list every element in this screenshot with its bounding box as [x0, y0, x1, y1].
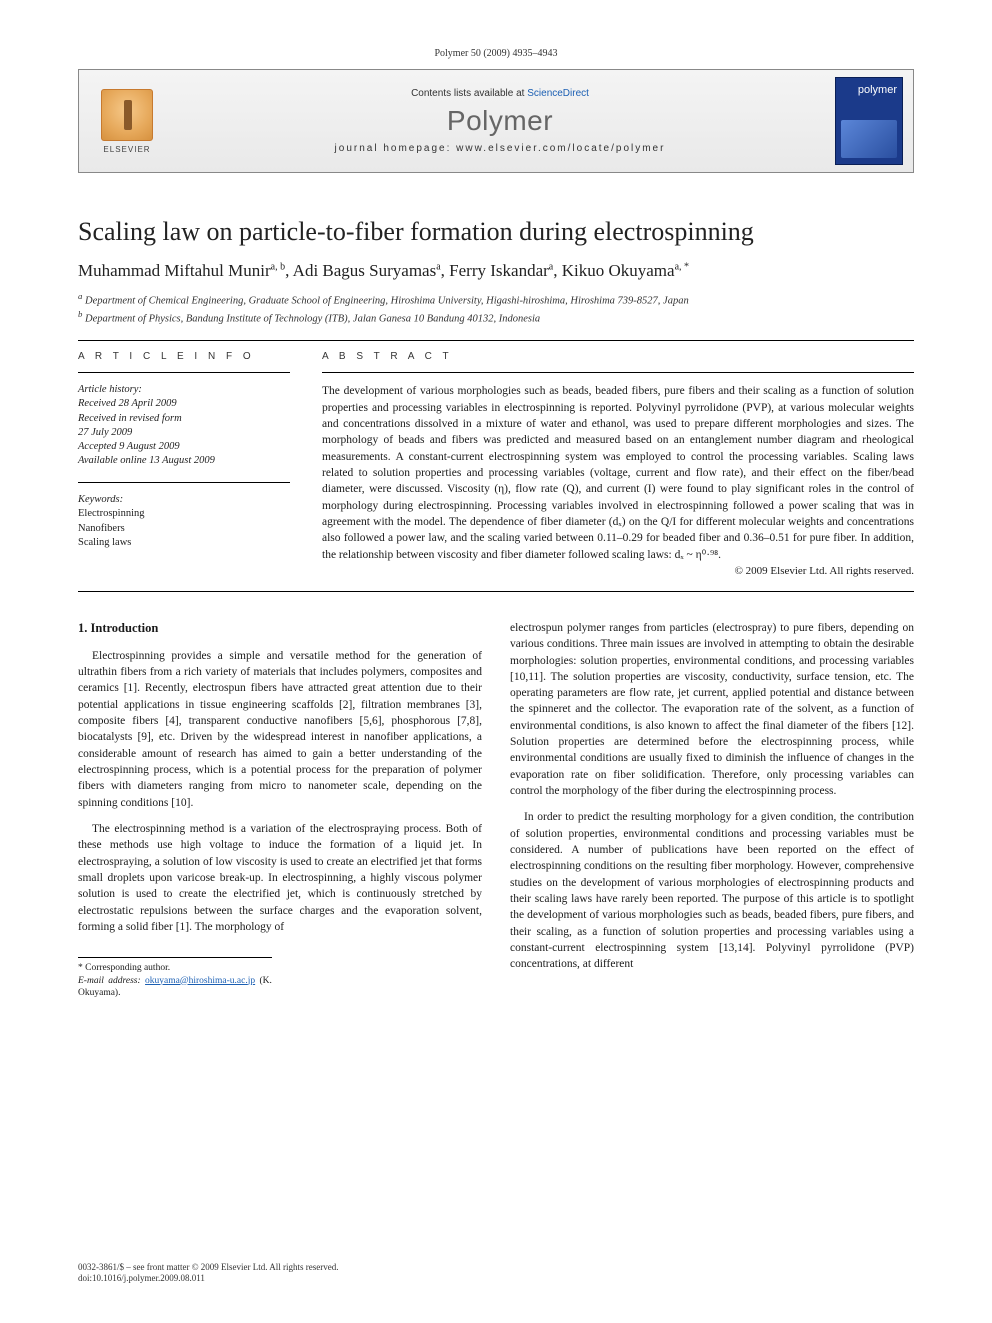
keyword-1: Electrospinning	[78, 507, 290, 521]
affiliations: a Department of Chemical Engineering, Gr…	[78, 291, 914, 326]
col2-para-2: In order to predict the resulting morpho…	[510, 809, 914, 972]
journal-cover-thumb: polymer	[835, 77, 903, 165]
email-label: E-mail address:	[78, 976, 141, 986]
column-right: electrospun polymer ranges from particle…	[510, 620, 914, 999]
keywords-head: Keywords:	[78, 493, 290, 507]
journal-name: Polymer	[447, 105, 553, 137]
author-1-aff: a, b	[271, 261, 285, 272]
homepage-url[interactable]: www.elsevier.com/locate/polymer	[456, 143, 665, 154]
article-info-col: A R T I C L E I N F O Article history: R…	[78, 351, 290, 577]
keyword-3: Scaling laws	[78, 536, 290, 550]
cover-image-icon	[841, 120, 897, 158]
col2-para-1: electrospun polymer ranges from particle…	[510, 620, 914, 800]
history-revised-date: 27 July 2009	[78, 426, 290, 440]
publisher-logo-area: ELSEVIER	[79, 70, 175, 172]
affiliation-a: a Department of Chemical Engineering, Gr…	[78, 291, 914, 309]
footer-line-1: 0032-3861/$ – see front matter © 2009 El…	[78, 1262, 914, 1274]
rule-kw	[78, 482, 290, 483]
body-columns: 1. Introduction Electrospinning provides…	[78, 620, 914, 999]
affiliation-b: b Department of Physics, Bandung Institu…	[78, 309, 914, 327]
column-left: 1. Introduction Electrospinning provides…	[78, 620, 482, 999]
rule-abs	[322, 372, 914, 373]
history-revised-label: Received in revised form	[78, 412, 290, 426]
history-received: Received 28 April 2009	[78, 397, 290, 411]
meta-row: A R T I C L E I N F O Article history: R…	[78, 351, 914, 577]
history-online: Available online 13 August 2009	[78, 454, 290, 468]
affiliation-b-text: Department of Physics, Bandung Institute…	[85, 313, 540, 324]
history-head: Article history:	[78, 383, 290, 397]
footer-line-2: doi:10.1016/j.polymer.2009.08.011	[78, 1273, 914, 1285]
abstract-text: The development of various morphologies …	[322, 383, 914, 563]
author-4: Kikuo Okuyama	[562, 261, 675, 280]
author-4-aff: a, *	[675, 261, 689, 272]
author-list: Muhammad Miftahul Munira, b, Adi Bagus S…	[78, 261, 914, 281]
homepage-label: journal homepage:	[335, 143, 457, 154]
intro-para-1: Electrospinning provides a simple and ve…	[78, 648, 482, 811]
corr-line: * Corresponding author.	[78, 962, 272, 974]
journal-banner: ELSEVIER Contents lists available at Sci…	[78, 69, 914, 173]
corr-email-line: E-mail address: okuyama@hiroshima-u.ac.j…	[78, 975, 272, 1000]
rule-top	[78, 340, 914, 341]
article-info-label: A R T I C L E I N F O	[78, 351, 290, 362]
rule-after-abstract	[78, 591, 914, 592]
homepage-line: journal homepage: www.elsevier.com/locat…	[335, 143, 666, 154]
abstract-label: A B S T R A C T	[322, 351, 914, 362]
author-2-aff: a	[436, 261, 440, 272]
abstract-col: A B S T R A C T The development of vario…	[322, 351, 914, 577]
keywords: Keywords: Electrospinning Nanofibers Sca…	[78, 493, 290, 550]
author-2: Adi Bagus Suryamas	[293, 261, 437, 280]
corresponding-footnote: * Corresponding author. E-mail address: …	[78, 957, 272, 999]
publisher-name: ELSEVIER	[103, 145, 150, 154]
contents-prefix: Contents lists available at	[411, 88, 527, 99]
intro-para-2: The electrospinning method is a variatio…	[78, 821, 482, 935]
keyword-2: Nanofibers	[78, 522, 290, 536]
intro-heading: 1. Introduction	[78, 620, 482, 638]
affiliation-a-text: Department of Chemical Engineering, Grad…	[85, 295, 689, 306]
rule-info	[78, 372, 290, 373]
history-accepted: Accepted 9 August 2009	[78, 440, 290, 454]
elsevier-tree-icon	[101, 89, 153, 141]
banner-center: Contents lists available at ScienceDirec…	[175, 70, 825, 172]
author-3-aff: a	[549, 261, 553, 272]
author-3: Ferry Iskandar	[449, 261, 549, 280]
cover-thumb-area: polymer	[825, 70, 913, 172]
contents-line: Contents lists available at ScienceDirec…	[411, 88, 589, 99]
article-title: Scaling law on particle-to-fiber formati…	[78, 217, 914, 247]
elsevier-logo: ELSEVIER	[94, 84, 160, 158]
article-history: Article history: Received 28 April 2009 …	[78, 383, 290, 468]
abstract-copyright: © 2009 Elsevier Ltd. All rights reserved…	[322, 565, 914, 577]
corr-email[interactable]: okuyama@hiroshima-u.ac.jp	[145, 976, 255, 986]
author-1: Muhammad Miftahul Munir	[78, 261, 271, 280]
cover-title: polymer	[841, 84, 897, 96]
sciencedirect-link[interactable]: ScienceDirect	[527, 88, 589, 99]
page-footer: 0032-3861/$ – see front matter © 2009 El…	[78, 1262, 914, 1285]
running-head: Polymer 50 (2009) 4935–4943	[78, 48, 914, 59]
